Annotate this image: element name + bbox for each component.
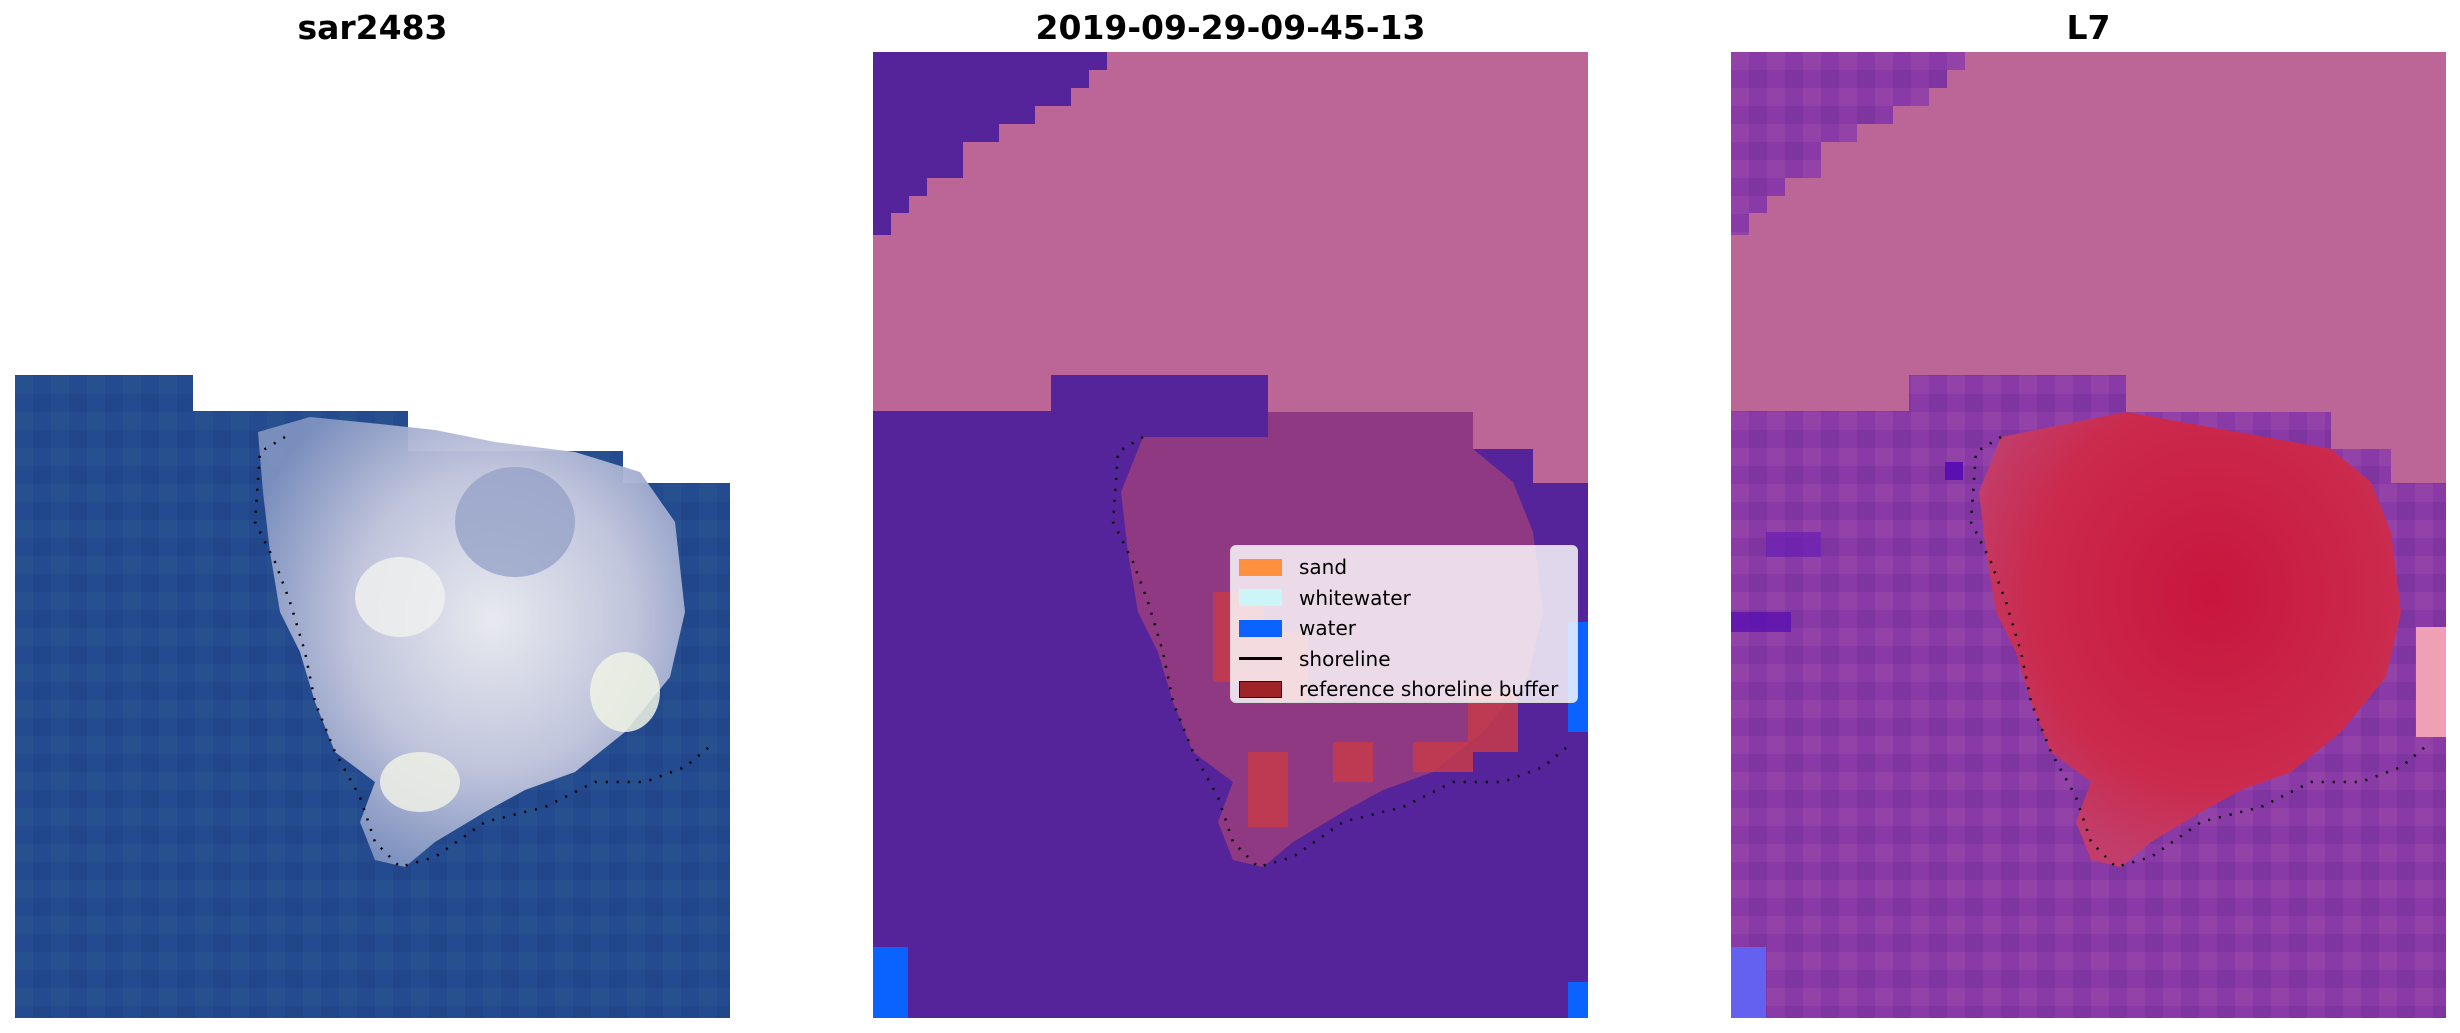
shoreline-swatch — [1239, 657, 1282, 661]
legend-item-shoreline: shoreline — [1239, 644, 1567, 675]
rgb-panel: sar2483 — [15, 0, 730, 1033]
legend-label-shoreline: shoreline — [1299, 646, 1391, 671]
legend-label-reference-buffer: reference shoreline buffer — [1299, 677, 1559, 702]
legend-label-sand: sand — [1299, 555, 1348, 580]
l7-panel: L7 — [1731, 0, 2446, 1033]
shoreline-line-rgb — [253, 435, 716, 869]
shoreline-line-classification — [1111, 435, 1574, 869]
classification-panel-title: 2019-09-29-09-45-13 — [1035, 8, 1426, 47]
classification-image — [873, 52, 1588, 1018]
rgb-panel-title: sar2483 — [297, 8, 448, 47]
shoreline-line-l7 — [1969, 435, 2432, 869]
legend-item-whitewater: whitewater — [1239, 583, 1567, 614]
water-swatch — [1239, 619, 1282, 637]
l7-panel-title: L7 — [2066, 8, 2111, 47]
legend-item-sand: sand — [1239, 552, 1567, 583]
legend: sand whitewater water shoreline referenc… — [1230, 545, 1578, 703]
whitewater-swatch — [1239, 589, 1282, 607]
l7-image — [1731, 52, 2446, 1018]
sand-swatch — [1239, 558, 1282, 576]
reference-buffer-swatch — [1239, 680, 1282, 698]
legend-item-water: water — [1239, 613, 1567, 644]
legend-label-whitewater: whitewater — [1299, 585, 1411, 610]
rgb-image — [15, 52, 730, 1018]
legend-item-reference-buffer: reference shoreline buffer — [1239, 674, 1567, 705]
legend-label-water: water — [1299, 616, 1356, 641]
classification-panel: 2019-09-29-09-45-13 — [873, 0, 1588, 1033]
